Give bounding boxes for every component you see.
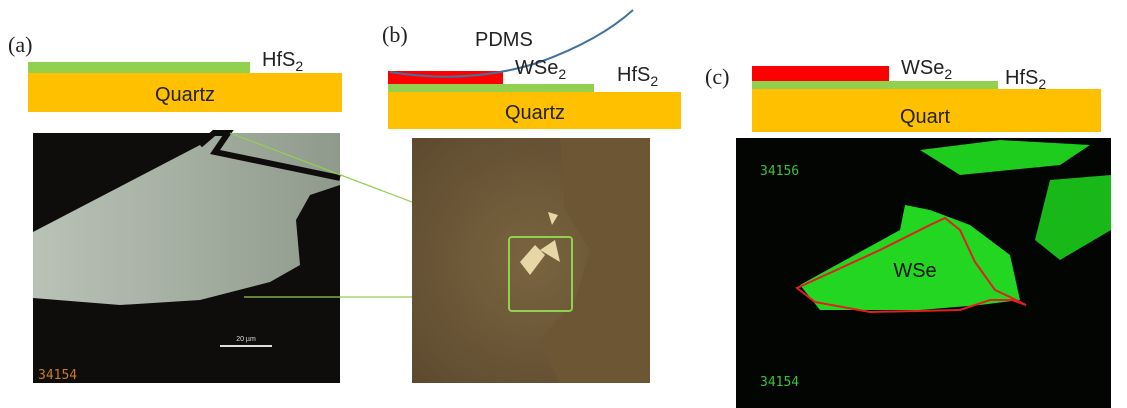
stamp-label: PDMS	[475, 29, 533, 51]
text: WSe	[901, 57, 944, 79]
text: HfS	[617, 64, 650, 86]
counter: 34154	[760, 375, 799, 390]
hfs2-layer	[28, 62, 250, 73]
subscript: 2	[558, 66, 566, 82]
text: WSe	[515, 57, 558, 79]
layer-label: HfS2	[617, 64, 658, 89]
layer-label: HfS2	[1005, 67, 1046, 92]
subscript: 2	[944, 66, 952, 82]
subscript: 2	[650, 73, 658, 89]
layer-label: WSe2	[901, 57, 952, 82]
panel-label: (b)	[382, 22, 408, 47]
layer-label: WSe2	[515, 57, 566, 82]
panel-c: (c) WSe2 HfS2 Quart WSe 34156 34154	[705, 57, 1111, 408]
panel-b: (b) PDMS WSe2 HfS2 Quartz	[382, 10, 681, 383]
substrate-label: Quartz	[155, 84, 215, 106]
flake-label: WSe	[893, 260, 936, 282]
text: HfS	[262, 49, 295, 71]
wse2-layer	[752, 66, 889, 81]
counter: 34156	[760, 164, 799, 179]
hfs2-layer	[388, 84, 594, 93]
panel-label: (c)	[705, 64, 729, 89]
panel-label: (a)	[8, 32, 32, 57]
subscript: 2	[1038, 76, 1046, 92]
counter: 34154	[38, 368, 77, 383]
substrate-label: Quart	[900, 106, 950, 128]
scale-label: 20 µm	[236, 336, 256, 343]
hfs2-layer	[752, 81, 998, 90]
subscript: 2	[295, 58, 303, 74]
substrate-label: Quartz	[505, 102, 565, 124]
text: HfS	[1005, 67, 1038, 89]
figure: (a) Quartz HfS2 34154 20 µm (b) PDMS WSe…	[0, 0, 1127, 408]
layer-label: HfS2	[262, 49, 303, 74]
